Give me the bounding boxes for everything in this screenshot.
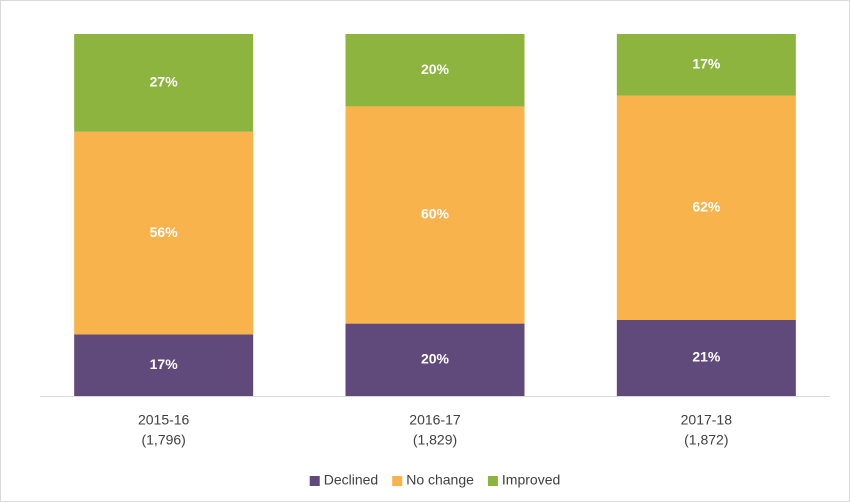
data-label: 56% — [150, 224, 179, 240]
legend-label: Declined — [324, 472, 378, 488]
legend-swatch — [392, 476, 403, 486]
bar-segment — [74, 34, 254, 132]
bar-segment — [74, 334, 254, 396]
data-label: 17% — [692, 55, 721, 71]
legend-swatch — [309, 476, 320, 486]
bar-segment — [345, 106, 525, 324]
data-label: 27% — [150, 74, 179, 90]
x-tick-label: 2015-16 — [138, 412, 190, 428]
data-label: 20% — [421, 61, 450, 77]
bar-segment — [345, 34, 525, 107]
legend-label: No change — [406, 472, 474, 488]
legend: Declined No change Improved — [309, 472, 560, 488]
bar-segment — [74, 131, 254, 335]
bar-segment — [616, 319, 796, 396]
x-tick-label: 2017-18 — [681, 412, 733, 428]
data-label: 60% — [421, 206, 450, 222]
x-tick-label: (1,829) — [413, 432, 457, 448]
legend-label: Improved — [502, 472, 560, 488]
bar-segment — [616, 95, 796, 320]
legend-swatch — [487, 476, 498, 486]
bar-segment — [616, 34, 796, 96]
data-label: 17% — [150, 356, 179, 372]
data-label: 20% — [421, 351, 450, 367]
x-tick-label: 2016-17 — [409, 412, 461, 428]
x-tick-label: (1,796) — [141, 432, 185, 448]
data-label: 21% — [692, 349, 721, 365]
bar-segment — [345, 323, 525, 396]
x-tick-label: (1,872) — [684, 432, 728, 448]
data-label: 62% — [692, 198, 721, 214]
